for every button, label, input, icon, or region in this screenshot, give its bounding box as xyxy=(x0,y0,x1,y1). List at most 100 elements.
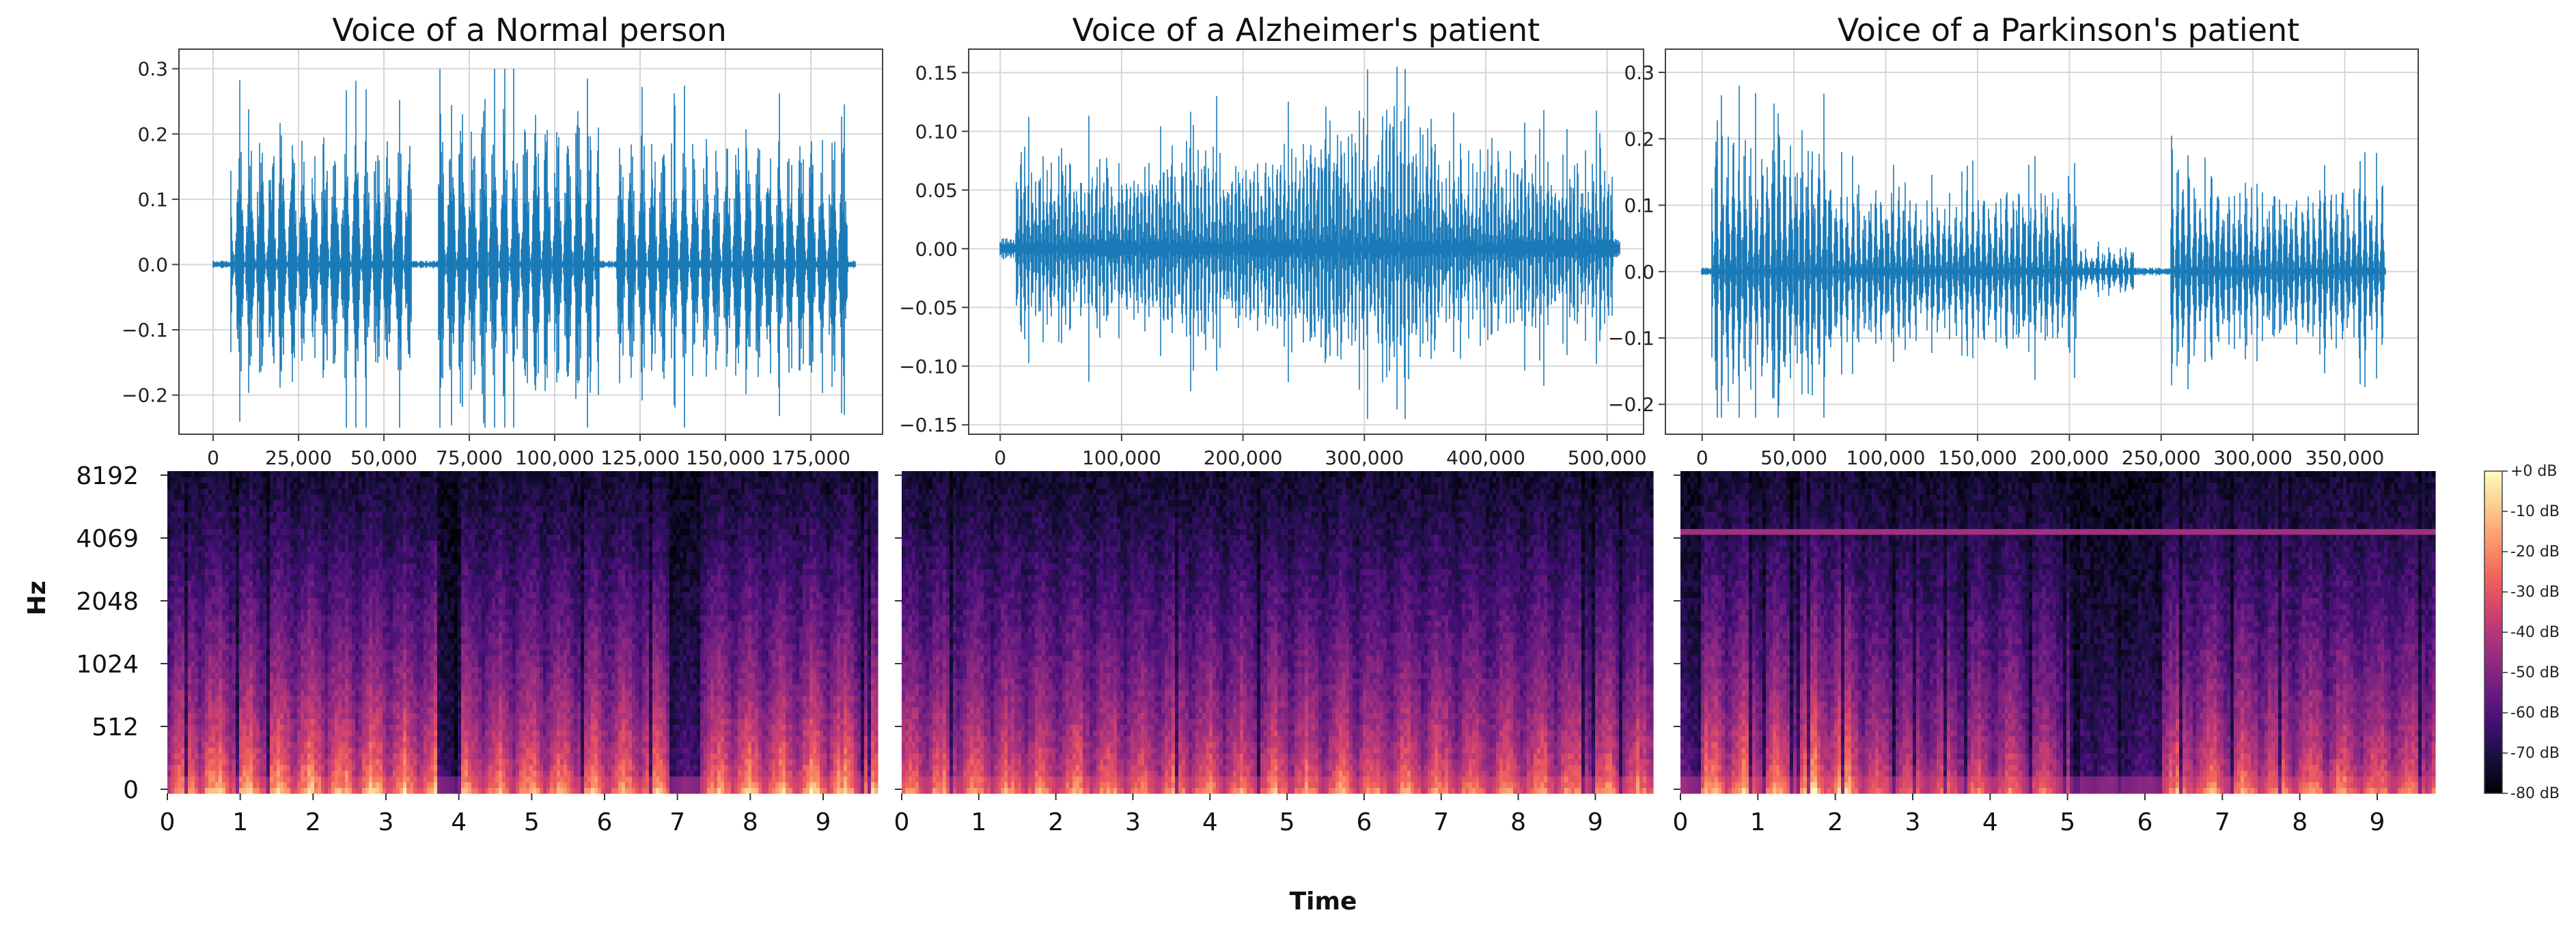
spectrogram-cell xyxy=(383,603,387,610)
spectrogram-cell xyxy=(273,505,277,512)
spectrogram-cell xyxy=(400,701,404,708)
spectrogram-cell xyxy=(389,753,393,760)
spectrogram-cell xyxy=(321,683,325,690)
spectrogram-cell xyxy=(287,787,291,794)
spectrogram-cell xyxy=(249,574,253,581)
spectrogram-cell xyxy=(447,552,452,558)
spectrogram-cell xyxy=(348,482,352,489)
spectrogram-cell xyxy=(365,540,370,547)
spectrogram-cell xyxy=(246,759,250,765)
spectrogram-cell xyxy=(208,557,212,564)
spectrogram-cell xyxy=(362,477,366,483)
spectrogram-cell xyxy=(181,753,185,760)
spectrogram-cell xyxy=(184,747,189,754)
spectrogram-cell xyxy=(437,505,441,512)
spectrogram-cell xyxy=(249,753,253,760)
spectrogram-cell xyxy=(236,683,240,690)
spectrogram-cell xyxy=(239,776,243,782)
spectrogram-cell xyxy=(202,695,206,702)
spectrogram-cell xyxy=(430,718,434,725)
spectrogram-cell xyxy=(287,597,291,604)
spectrogram-cell xyxy=(283,638,288,645)
spectrogram-cell xyxy=(427,626,431,633)
spectrogram-cell xyxy=(365,695,370,702)
spectrogram-cell xyxy=(307,586,311,593)
spectrogram-cell xyxy=(362,597,366,604)
spectrogram-cell xyxy=(454,690,458,696)
spectrogram-cell xyxy=(355,471,359,478)
spectrogram-cell xyxy=(225,747,230,754)
spectrogram-cell xyxy=(386,724,390,731)
spectrogram-cell xyxy=(355,678,359,685)
spectrogram-cell xyxy=(365,534,370,541)
spectrogram-cell xyxy=(195,690,199,696)
spectrogram-cell xyxy=(243,655,247,662)
spectrogram-cell xyxy=(420,540,424,547)
spectrogram-cell xyxy=(376,586,380,593)
spectrogram-cell xyxy=(345,787,349,794)
spectrogram-cell xyxy=(277,713,281,720)
spectrogram-cell xyxy=(236,557,240,564)
spectrogram-cell xyxy=(461,759,465,765)
spectrogram-cell xyxy=(184,603,189,610)
spectrogram-cell xyxy=(249,471,253,478)
spectrogram-cell xyxy=(219,517,223,524)
spectrogram-cell xyxy=(376,505,380,512)
spectrogram-cell xyxy=(167,569,171,576)
spectrogram-cell xyxy=(420,614,424,621)
spectrogram-cell xyxy=(342,528,346,535)
spectrogram-cell xyxy=(236,678,240,685)
spectrogram-cell xyxy=(181,718,185,725)
spectrogram-cell xyxy=(246,776,250,782)
spectrogram-cell xyxy=(324,592,329,599)
spectrogram-cell xyxy=(444,597,448,604)
spectrogram-cell xyxy=(379,488,383,495)
spectrogram-cell xyxy=(236,661,240,668)
spectrogram-cell xyxy=(324,701,329,708)
spectrogram-cell xyxy=(208,764,212,771)
spectrogram-cell xyxy=(253,494,257,500)
spectrogram-cell xyxy=(266,770,271,777)
spectrogram-cell xyxy=(331,534,335,541)
spectrogram-cell xyxy=(232,718,236,725)
spectrogram-cell xyxy=(403,546,407,552)
spectrogram-cell xyxy=(345,759,349,765)
spectrogram-cell xyxy=(188,500,192,507)
spectrogram-cell xyxy=(376,661,380,668)
spectrogram-cell xyxy=(307,649,311,656)
spectrogram-cell xyxy=(205,505,209,512)
spectrogram-cell xyxy=(205,574,209,581)
spectrogram-cell xyxy=(243,528,247,535)
spectrogram-cell xyxy=(212,724,216,731)
spectrogram-cell xyxy=(324,494,329,500)
spectrogram-cell xyxy=(410,592,414,599)
spectrogram-cell xyxy=(331,661,335,668)
spectrogram-cell xyxy=(181,764,185,771)
spectrogram-cell xyxy=(225,586,230,593)
spectrogram-cell xyxy=(191,661,195,668)
spectrogram-cell xyxy=(335,724,339,731)
spectrogram-cell xyxy=(441,695,445,702)
spectrogram-cell xyxy=(318,673,322,679)
spectrogram-cell xyxy=(331,638,335,645)
spectrogram-cell xyxy=(413,522,417,529)
spectrogram-cell xyxy=(188,678,192,685)
spectrogram-cell xyxy=(393,482,397,489)
spectrogram-cell xyxy=(215,701,219,708)
spectrogram-cell xyxy=(225,534,230,541)
spectrogram-cell xyxy=(321,741,325,748)
spectrogram-cell xyxy=(447,770,452,777)
spectrogram-cell xyxy=(266,787,271,794)
spectrogram-cell xyxy=(290,753,294,760)
spectrogram-cell xyxy=(318,621,322,627)
spectrogram-cell xyxy=(270,522,274,529)
spectrogram-cell xyxy=(400,534,404,541)
spectrogram-cell xyxy=(314,482,318,489)
spectrogram-cell xyxy=(304,741,308,748)
spectrogram-cell xyxy=(434,517,438,524)
spectrogram-cell xyxy=(195,563,199,569)
spectrogram-cell xyxy=(222,695,226,702)
spectrogram-cell xyxy=(348,546,352,552)
spectrogram-cell xyxy=(331,500,335,507)
spectrogram-cell xyxy=(359,759,363,765)
